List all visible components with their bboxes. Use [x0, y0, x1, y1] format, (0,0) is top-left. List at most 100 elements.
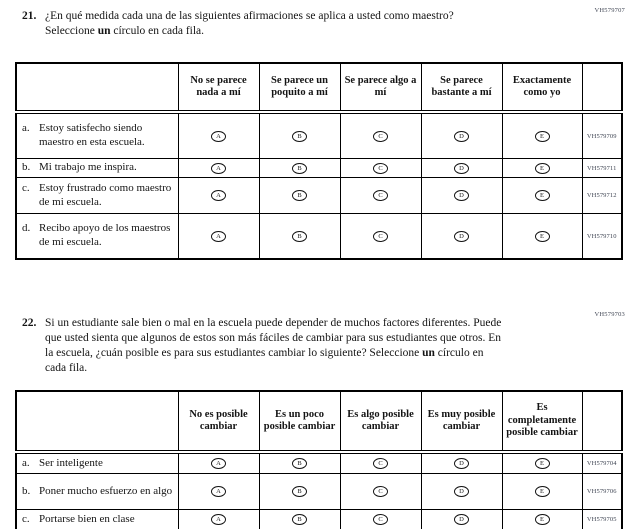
row-letter: b. — [22, 161, 31, 174]
question-22-number: 22. — [22, 317, 37, 329]
option-circle-b[interactable]: B — [292, 190, 307, 202]
row-accession-code: VH579706 — [581, 473, 623, 510]
row-statement-cell: b. Poner mucho esfuerzo en algo — [15, 473, 179, 510]
option-cell: D — [420, 509, 503, 529]
row-text: Mi trabajo me inspira. — [39, 161, 137, 174]
row-statement: a. Estoy satisfecho siendo maestro en est… — [22, 122, 175, 150]
option-circle-c[interactable]: C — [373, 458, 388, 470]
option-cell: D — [420, 111, 503, 159]
row-statement: d. Recibo apoyo de los maestros de mi esc… — [22, 222, 175, 250]
table-row: b. Poner mucho esfuerzo en algo A B C D E VH579… — [15, 473, 623, 510]
row-letter: c. — [22, 512, 30, 525]
question-21-text-bold: un — [97, 24, 111, 37]
option-circle-b[interactable]: B — [292, 514, 307, 526]
row-text: Recibo apoyo de los maestros de mi escue… — [39, 222, 171, 248]
row-accession-code: VH579705 — [581, 509, 623, 529]
option-circle-c[interactable]: C — [373, 190, 388, 202]
option-circle-b[interactable]: B — [292, 486, 307, 498]
option-circle-d[interactable]: D — [454, 458, 469, 470]
option-cell: D — [420, 177, 503, 214]
option-circle-a[interactable]: A — [211, 162, 226, 174]
option-circle-a[interactable]: A — [211, 486, 226, 498]
option-circle-e[interactable]: E — [534, 230, 550, 242]
option-circle-e[interactable]: E — [534, 458, 550, 470]
option-circle-a[interactable]: A — [211, 230, 226, 242]
row-statement-cell: c. Portarse bien en clase — [15, 509, 179, 529]
question-22-accession-code: VH579703 — [594, 311, 625, 318]
row-accession-code: VH579712 — [581, 177, 623, 214]
option-cell: B — [258, 111, 341, 159]
row-letter: a. — [22, 456, 30, 469]
row-letter: b. — [22, 484, 31, 497]
option-cell: B — [258, 473, 341, 510]
option-circle-e[interactable]: E — [534, 130, 550, 142]
option-circle-c[interactable]: C — [373, 162, 388, 174]
option-circle-e[interactable]: E — [534, 486, 550, 498]
option-cell: D — [420, 213, 503, 260]
option-circle-c[interactable]: C — [373, 230, 388, 242]
option-circle-c[interactable]: C — [373, 514, 388, 526]
question-21-response-table: No se parece nada a mí Se parece un poqui… — [15, 62, 623, 260]
option-cell: E — [501, 177, 583, 214]
option-circle-a[interactable]: A — [211, 458, 226, 470]
question-22-response-table: No es posible cambiar Es un poco posible … — [15, 390, 623, 529]
option-circle-a[interactable]: A — [211, 130, 226, 142]
option-cell: C — [339, 177, 422, 214]
option-cell: D — [420, 473, 503, 510]
question-21-number: 21. — [22, 10, 37, 22]
column-header: Se parece algo a mí — [339, 62, 422, 114]
row-statement: b. Mi trabajo me inspira. — [22, 161, 175, 175]
option-circle-d[interactable]: D — [454, 486, 469, 498]
option-circle-c[interactable]: C — [373, 486, 388, 498]
row-statement-cell: b. Mi trabajo me inspira. — [15, 158, 179, 178]
option-circle-d[interactable]: D — [454, 230, 469, 242]
option-cell: B — [258, 213, 341, 260]
column-header: Es un poco posible cambiar — [258, 390, 341, 454]
column-header: No es posible cambiar — [177, 390, 260, 454]
row-statement: c. Estoy frustrado como maestro de mi esc… — [22, 182, 175, 210]
row-text: Estoy frustrado como maestro de mi escue… — [39, 181, 172, 208]
option-circle-a[interactable]: A — [211, 514, 226, 526]
option-circle-d[interactable]: D — [454, 130, 469, 142]
row-statement-cell: c. Estoy frustrado como maestro de mi esc… — [15, 177, 179, 214]
column-header: Exactamente como yo — [501, 62, 583, 114]
option-circle-d[interactable]: D — [454, 190, 469, 202]
question-21-header: 21. ¿En qué medida cada una de las sigui… — [22, 9, 475, 39]
option-circle-b[interactable]: B — [292, 230, 307, 242]
option-cell: A — [177, 213, 260, 260]
row-letter: a. — [22, 122, 30, 135]
option-circle-d[interactable]: D — [454, 514, 469, 526]
option-circle-d[interactable]: D — [454, 162, 469, 174]
row-statement: b. Poner mucho esfuerzo en algo — [22, 485, 175, 499]
option-cell: C — [339, 213, 422, 260]
table-row: c. Portarse bien en clase A B C D E VH579705 — [15, 509, 623, 529]
option-cell: A — [177, 158, 260, 178]
row-letter: d. — [22, 222, 31, 235]
option-cell: E — [501, 451, 583, 474]
option-circle-e[interactable]: E — [534, 190, 550, 202]
option-circle-c[interactable]: C — [373, 130, 388, 142]
row-accession-code: VH579710 — [581, 213, 623, 260]
option-cell: A — [177, 177, 260, 214]
question-22-text-bold: un — [422, 346, 435, 359]
header-row: No se parece nada a mí Se parece un poqui… — [15, 62, 623, 114]
statement-header-cell — [15, 62, 179, 114]
statement-header-cell — [15, 390, 179, 454]
option-cell: B — [258, 177, 341, 214]
option-circle-e[interactable]: E — [534, 162, 550, 174]
option-cell: C — [339, 451, 422, 474]
option-circle-a[interactable]: A — [211, 190, 226, 202]
option-circle-b[interactable]: B — [292, 130, 307, 142]
question-22-header: 22. Si un estudiante sale bien o mal en … — [22, 316, 502, 376]
question-21-text: ¿En qué medida cada una de las siguiente… — [45, 9, 475, 39]
option-circle-e[interactable]: E — [534, 514, 550, 526]
column-header: Se parece bastante a mí — [420, 62, 503, 114]
option-circle-b[interactable]: B — [292, 458, 307, 470]
option-cell: E — [501, 473, 583, 510]
row-statement-cell: a. Estoy satisfecho siendo maestro en est… — [15, 111, 179, 159]
option-cell: E — [501, 158, 583, 178]
option-cell: C — [339, 473, 422, 510]
code-header-cell — [581, 390, 623, 454]
option-circle-b[interactable]: B — [292, 162, 307, 174]
option-cell: C — [339, 158, 422, 178]
